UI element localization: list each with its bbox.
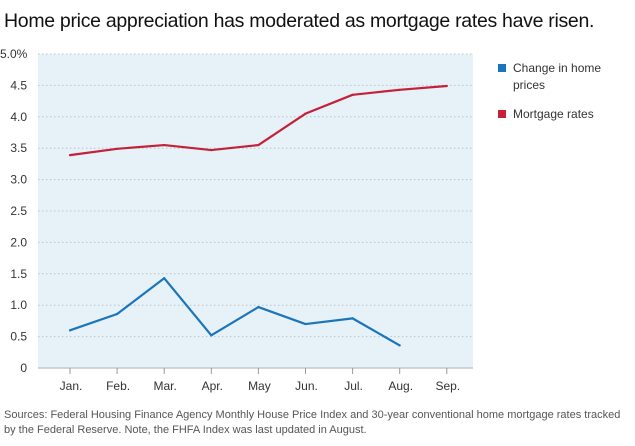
x-tick-label: Feb. xyxy=(106,379,130,393)
x-tick-label: Apr. xyxy=(202,379,223,393)
series-line-home-prices xyxy=(69,277,401,347)
data-point xyxy=(210,334,213,337)
data-point xyxy=(116,312,119,316)
x-tick-label: Aug. xyxy=(388,379,413,393)
data-point xyxy=(351,93,354,96)
y-tick-label: 3.0 xyxy=(10,173,27,187)
legend-swatch xyxy=(498,64,506,72)
y-tick-label: 5.0% xyxy=(0,47,28,61)
y-tick-label: 4.0 xyxy=(10,110,27,124)
chart-title: Home price appreciation has moderated as… xyxy=(4,10,595,32)
x-tick-label: Jan. xyxy=(60,379,83,393)
y-tick-label: 3.5 xyxy=(10,141,27,155)
data-point xyxy=(163,277,166,280)
data-point xyxy=(68,329,72,332)
data-point xyxy=(68,154,72,157)
y-tick-label: 2.0 xyxy=(10,235,27,249)
x-tick-label: Jul. xyxy=(344,379,363,393)
data-point xyxy=(257,143,260,147)
legend: Change in home prices Mortgage rates xyxy=(498,60,618,135)
data-point xyxy=(163,143,166,147)
y-tick-label: 1.5 xyxy=(10,267,27,281)
y-tick-label: 0.5 xyxy=(10,330,27,344)
data-point xyxy=(304,322,307,326)
y-tick-label: 4.5 xyxy=(10,78,27,92)
legend-swatch xyxy=(498,110,506,118)
legend-label: Mortgage rates xyxy=(513,107,594,121)
y-tick-label: 1.0 xyxy=(10,298,27,312)
data-point xyxy=(304,112,307,115)
data-point xyxy=(398,344,401,347)
x-tick-label: Jun. xyxy=(295,379,318,393)
y-tick-label: 0 xyxy=(20,361,27,375)
source-note: Sources: Federal Housing Finance Agency … xyxy=(4,409,621,436)
legend-label: Change in home prices xyxy=(513,61,602,92)
x-tick-label: Mar. xyxy=(154,379,177,393)
data-point xyxy=(116,147,119,150)
legend-item-mortgage-rates: Mortgage rates xyxy=(498,106,618,123)
data-point xyxy=(210,148,213,152)
data-point xyxy=(257,305,260,309)
x-tick-label: May xyxy=(248,379,271,393)
x-tick-label: Sep. xyxy=(435,379,460,393)
data-point xyxy=(351,317,354,320)
legend-item-home-prices: Change in home prices xyxy=(498,60,618,94)
data-point xyxy=(445,84,448,88)
y-tick-label: 2.5 xyxy=(10,204,27,218)
data-point xyxy=(398,88,401,91)
